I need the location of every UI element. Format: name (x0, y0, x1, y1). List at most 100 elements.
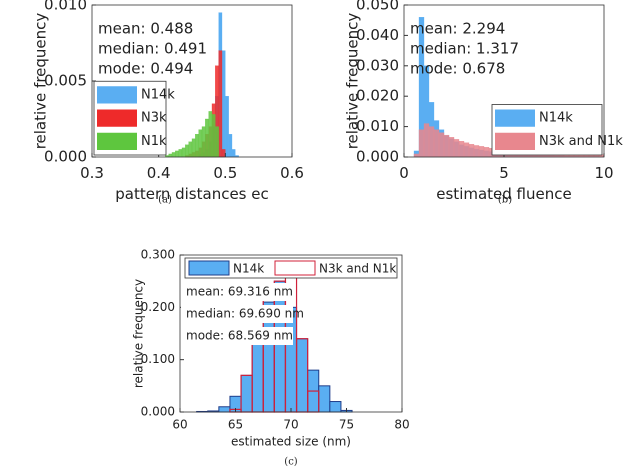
histogram-bar (433, 129, 440, 158)
y-tick-label: 0.040 (356, 26, 399, 44)
histogram-bar (195, 134, 199, 158)
histogram-bar (188, 141, 193, 158)
legend-box (184, 257, 398, 279)
y-axis-label: relative frequency (132, 279, 146, 388)
histogram-bar (478, 146, 485, 158)
y-tick-label: 0.010 (44, 0, 87, 14)
legend: N14k N3k and N1k (184, 257, 398, 279)
x-tick-label: 70 (283, 418, 298, 432)
annotation: median: 0.491 (98, 40, 207, 58)
legend-swatch (274, 260, 316, 276)
y-axis-label: relative frequency (344, 13, 362, 150)
histogram-bar (225, 96, 229, 158)
legend-label: N3k (141, 111, 167, 126)
histogram-bar (458, 141, 465, 158)
legend-label: N3k and N1k (539, 134, 623, 149)
chart: 0.000 0.010 0.020 0.030 0.040 0.050 0 5 10 estima… (344, 0, 624, 203)
histogram-bar (284, 306, 298, 413)
histogram-bar (423, 123, 430, 158)
histogram-bar (205, 118, 209, 158)
histogram-bar (483, 147, 490, 158)
histogram-bar (218, 406, 231, 413)
histogram-bar (448, 137, 455, 158)
legend: N14k N3k N1k (93, 80, 175, 156)
histogram-bar (171, 152, 176, 158)
x-tick-label: 0.4 (147, 164, 171, 182)
histogram-bar (228, 134, 233, 158)
histogram-bar (201, 126, 206, 158)
histogram-bar (191, 138, 196, 158)
histogram-bar (181, 147, 186, 158)
y-tick-label: 0.000 (141, 405, 175, 419)
histogram-bar (418, 129, 425, 158)
x-tick-label: 80 (394, 418, 409, 432)
y-tick-label: 0.200 (141, 300, 175, 314)
caption: (b) (498, 195, 512, 206)
histogram-bar (185, 144, 189, 158)
x-tick-label: 10 (594, 164, 613, 182)
histogram-bar (215, 126, 219, 158)
histogram-bar (208, 111, 213, 158)
histogram-bar (178, 149, 183, 158)
x-tick-label: 0 (399, 164, 409, 182)
caption: (c) (284, 457, 298, 468)
x-tick-label: 65 (228, 418, 243, 432)
chart: 0.000 0.005 0.010 0.3 0.4 0.5 0.6 pattern dista… (32, 0, 304, 203)
x-axis-label: pattern distances ec (115, 185, 269, 203)
annotation: mean: 0.488 (98, 20, 193, 38)
legend-swatch (188, 260, 230, 276)
histogram-bar (413, 153, 420, 158)
x-tick-label: 0.5 (213, 164, 237, 182)
histogram-bar (318, 385, 331, 413)
y-tick-label: 0.000 (356, 148, 399, 166)
annotation: mode: 0.678 (410, 60, 505, 78)
legend-label: N3k and N1k (319, 262, 396, 276)
histogram-bar (438, 132, 445, 158)
y-tick-label: 0.300 (141, 248, 175, 262)
x-tick-label: 60 (172, 418, 187, 432)
x-axis-label: estimated fluence (436, 185, 571, 203)
chart: 0.000 0.100 0.200 0.300 60 65 70 75 80 estimated … (132, 248, 410, 449)
y-tick-label: 0.010 (356, 117, 399, 135)
x-tick-label: 0.6 (280, 164, 304, 182)
annotation: mean: 69.316 nm (186, 285, 293, 299)
histogram-bar (453, 139, 460, 158)
histogram-bar (329, 401, 342, 413)
histogram-bar (251, 338, 264, 413)
legend-label: N14k (141, 87, 175, 102)
histogram-bar (198, 129, 203, 158)
legend-swatch (495, 109, 535, 127)
annotation: mode: 68.569 nm (186, 329, 293, 343)
legend: N14k N3k and N1k (491, 104, 623, 156)
x-tick-label: 75 (339, 418, 354, 432)
legend-label: N14k (233, 262, 264, 276)
legend-swatch (495, 132, 535, 150)
histogram-bar (175, 150, 179, 158)
histogram-bar (473, 145, 480, 158)
histogram-bar (468, 144, 475, 158)
caption: (a) (158, 195, 172, 206)
annotation: median: 1.317 (410, 40, 519, 58)
annotation-bg (181, 305, 293, 323)
y-tick-label: 0.100 (141, 352, 175, 366)
x-tick-label: 0.3 (80, 164, 104, 182)
x-tick-label: 5 (499, 164, 509, 182)
y-tick-label: 0.030 (356, 56, 399, 74)
annotation: mode: 0.494 (98, 60, 193, 78)
histogram-bar (240, 374, 253, 413)
histogram-bar (218, 50, 223, 158)
histogram-bar (211, 114, 216, 158)
legend-swatch (97, 132, 137, 150)
annotation: median: 69.690 nm (186, 307, 304, 321)
legend-swatch (97, 109, 137, 127)
histogram-bar (231, 149, 236, 158)
histogram-bar (463, 142, 470, 158)
annotation: mean: 2.294 (410, 20, 505, 38)
histogram-bar (221, 50, 226, 158)
legend-label: N14k (539, 111, 573, 126)
histogram-bar (428, 126, 435, 158)
x-axis-label: estimated size (nm) (231, 435, 351, 449)
y-axis-label: relative frequency (32, 13, 50, 150)
legend-swatch (97, 86, 137, 104)
